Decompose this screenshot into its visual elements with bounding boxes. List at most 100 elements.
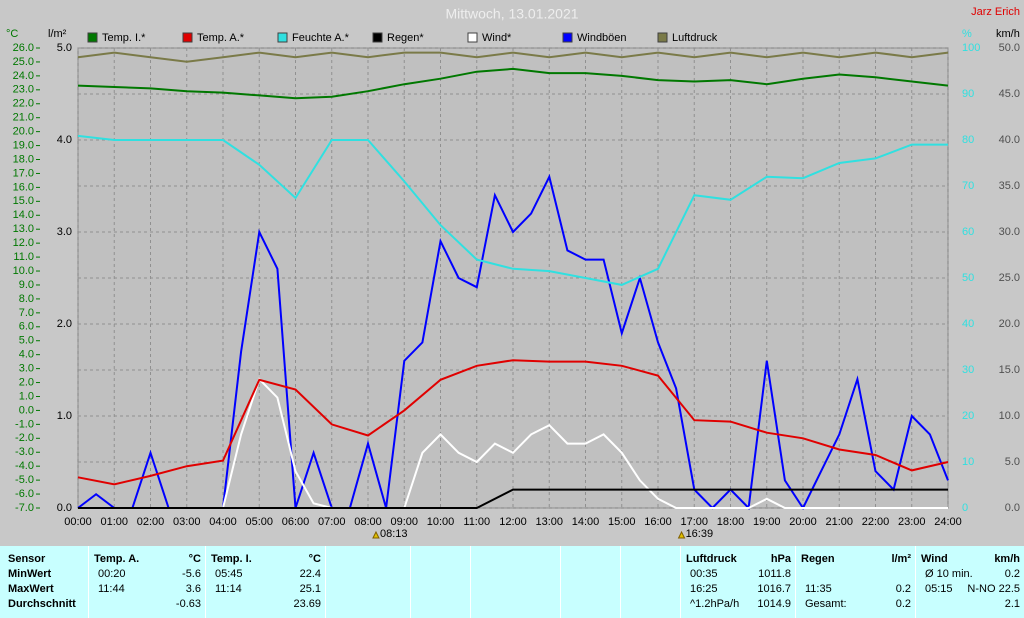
x-tick-label: 21:00 (825, 516, 853, 528)
y4-tick-label: 40.0 (999, 134, 1020, 146)
cell-border (680, 546, 681, 618)
x-tick-label: 19:00 (753, 516, 781, 528)
x-tick-label: 09:00 (390, 516, 418, 528)
cell: -0.63 (175, 598, 201, 610)
x-tick-label: 03:00 (173, 516, 201, 528)
cell: 23.69 (293, 598, 321, 610)
cell: 05:45 (215, 568, 243, 580)
cell-border (88, 546, 89, 618)
group-unit: km/h (994, 553, 1020, 565)
row-label: MaxWert (8, 583, 54, 595)
cell: 25.1 (299, 583, 321, 595)
series-line (77, 359, 949, 486)
y-tick-label: 5.0 (19, 335, 34, 347)
cell: 00:35 (690, 568, 718, 580)
x-tick-label: 07:00 (318, 516, 346, 528)
cell-border (795, 546, 796, 618)
y4-tick-label: 0.0 (1005, 502, 1020, 514)
legend-label: Temp. A.* (197, 32, 245, 44)
group-name: Regen (801, 553, 835, 565)
y-tick-label: 9.0 (19, 279, 34, 291)
x-tick-label: 06:00 (282, 516, 310, 528)
y-tick-label: -4.0 (15, 460, 34, 472)
x-tick-label: 18:00 (717, 516, 745, 528)
cell: 1016.7 (757, 583, 791, 595)
cell-border (470, 546, 471, 618)
legend-swatch (562, 32, 573, 43)
legend-label: Luftdruck (672, 32, 718, 44)
x-tick-label: 01:00 (100, 516, 128, 528)
legend-swatch (277, 32, 288, 43)
x-tick-label: 12:00 (499, 516, 527, 528)
cell: 1011.8 (758, 568, 791, 580)
legend-label: Regen* (387, 32, 424, 44)
x-tick-label: 10:00 (427, 516, 455, 528)
y-tick-label: 4.0 (19, 349, 34, 361)
author: Jarz Erich (971, 6, 1020, 18)
group-unit: l/m² (891, 553, 911, 565)
y2-tick-label: 10 (962, 456, 974, 468)
annotation-label: 16:39 (686, 528, 714, 540)
y-tick-label: -7.0 (15, 502, 34, 514)
legend-label: Feuchte A.* (292, 32, 350, 44)
y-tick-label: 26.0 (13, 42, 34, 54)
y-tick-label: 12.0 (13, 237, 34, 249)
y-tick-label: -2.0 (15, 432, 34, 444)
legend-swatch (372, 32, 383, 43)
y4-tick-label: 20.0 (999, 318, 1020, 330)
y-tick-label: 10.0 (13, 265, 34, 277)
y4-tick-label: 45.0 (999, 88, 1020, 100)
y3-tick-label: 0.0 (57, 502, 72, 514)
x-tick-label: 11:00 (463, 516, 490, 528)
y-tick-label: 16.0 (13, 181, 34, 193)
cell: 16:25 (690, 583, 718, 595)
y-tick-label: 23.0 (13, 84, 34, 96)
y-tick-label: 13.0 (13, 223, 34, 235)
x-tick-label: 22:00 (862, 516, 890, 528)
y-tick-label: 17.0 (13, 167, 34, 179)
y-tick-label: 7.0 (19, 307, 34, 319)
y-tick-label: 25.0 (13, 56, 34, 68)
y2-tick-label: 100 (962, 42, 980, 54)
annotation-marker (372, 530, 380, 539)
x-tick-label: 24:00 (934, 516, 962, 528)
group-unit: hPa (770, 553, 791, 565)
series-line (78, 488, 948, 509)
x-tick-label: 14:00 (572, 516, 600, 528)
cell: 22.4 (299, 568, 321, 580)
annotation-label: 08:13 (380, 528, 408, 540)
legend-swatch (467, 32, 478, 43)
y3-tick-label: 4.0 (57, 134, 72, 146)
y-unit: °C (6, 28, 18, 40)
x-tick-label: 13:00 (535, 516, 563, 528)
y3-tick-label: 2.0 (57, 318, 72, 330)
cell: 2.1 (1004, 598, 1020, 610)
y3-tick-label: 3.0 (57, 226, 72, 238)
legend-label: Temp. I.* (102, 32, 146, 44)
y4-tick-label: 50.0 (999, 42, 1020, 54)
y3-tick-label: 5.0 (57, 42, 72, 54)
y2-tick-label: 40 (962, 318, 974, 330)
group-name: Temp. I. (211, 553, 252, 565)
y-tick-label: -3.0 (15, 446, 34, 458)
group-name: Temp. A. (94, 553, 140, 565)
legend-swatch (182, 32, 193, 43)
x-tick-label: 08:00 (354, 516, 382, 528)
x-tick-label: 00:00 (64, 516, 92, 528)
x-tick-label: 04:00 (209, 516, 237, 528)
cell-border (620, 546, 621, 618)
cell-border (560, 546, 561, 618)
y-tick-label: -5.0 (15, 474, 34, 486)
y-tick-label: -6.0 (15, 488, 34, 500)
y2-tick-label: 20 (962, 410, 974, 422)
group-name: Wind (921, 553, 948, 565)
annotation-marker (677, 530, 686, 539)
group-unit: °C (188, 553, 201, 565)
x-tick-label: 15:00 (608, 516, 636, 528)
group-unit: °C (308, 553, 321, 565)
series-line (77, 67, 949, 100)
series-line (77, 51, 949, 63)
legend-label: Windböen (577, 32, 627, 44)
cell: 00:20 (98, 568, 126, 580)
x-tick-label: 16:00 (644, 516, 672, 528)
